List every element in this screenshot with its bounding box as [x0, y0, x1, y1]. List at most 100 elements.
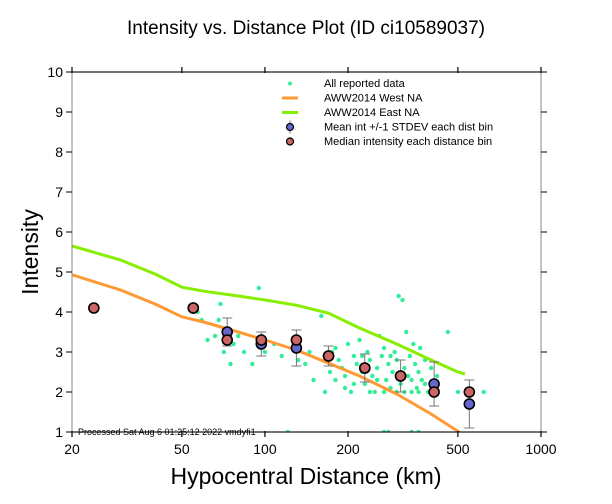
data-point	[351, 353, 357, 359]
data-point	[388, 353, 393, 359]
data-point	[402, 365, 407, 371]
data-point	[400, 297, 405, 303]
mean-point	[463, 398, 476, 410]
data-point	[416, 389, 421, 395]
legend-label: AWW2014 West NA	[324, 93, 423, 105]
data-point	[370, 373, 375, 379]
y-tick-label: 1	[55, 424, 63, 440]
data-point	[212, 333, 218, 339]
data-point	[386, 361, 391, 367]
data-point	[419, 377, 425, 383]
median-point	[463, 386, 476, 398]
data-point	[348, 389, 354, 395]
median-point	[290, 334, 303, 346]
data-point	[405, 373, 411, 379]
data-point	[374, 365, 380, 371]
data-point	[354, 361, 359, 367]
data-point	[481, 389, 486, 395]
y-tick-label: 4	[55, 304, 63, 320]
data-point	[407, 353, 413, 359]
data-point	[327, 369, 333, 375]
data-point	[218, 301, 223, 307]
y-tick-label: 3	[55, 344, 63, 360]
data-point	[231, 341, 236, 347]
x-tick-label: 500	[446, 441, 470, 457]
legend-label: Mean int +/-1 STDEV each dist bin	[324, 122, 493, 134]
data-point	[365, 349, 370, 355]
y-tick-label: 7	[55, 184, 63, 200]
x-tick-label: 20	[64, 441, 80, 457]
data-point	[357, 337, 362, 343]
data-point	[256, 285, 262, 291]
data-point	[409, 389, 414, 395]
y-tick-label: 2	[55, 384, 63, 400]
data-point	[241, 349, 247, 355]
data-point	[379, 353, 384, 359]
chart-title: Intensity vs. Distance Plot (ID ci105890…	[127, 18, 485, 39]
median-point	[394, 370, 407, 382]
x-axis-label: Hypocentral Distance (km)	[171, 463, 442, 489]
data-point	[414, 385, 420, 391]
data-point	[445, 329, 451, 335]
east-na-curve	[72, 244, 466, 376]
data-point	[359, 353, 365, 359]
data-point	[412, 361, 418, 367]
data-point	[372, 389, 378, 395]
legend-item: All reported data	[288, 78, 406, 90]
data-point	[428, 365, 434, 371]
data-point	[411, 341, 416, 347]
legend-label: AWW2014 East NA	[324, 107, 420, 119]
west-na-curve	[72, 273, 462, 432]
data-point	[250, 361, 255, 367]
legend-median-icon	[285, 137, 295, 146]
data-point	[216, 317, 221, 323]
processed-footnote: Processed Sat Aug 6 01:25:12 2022 vmdyfi…	[78, 427, 256, 437]
data-point	[336, 357, 341, 363]
data-point	[390, 369, 395, 375]
legend-item: AWW2014 West NA	[282, 93, 423, 105]
data-point	[422, 381, 428, 387]
data-point	[333, 345, 338, 351]
data-point	[205, 337, 210, 343]
legend: All reported data AWW2014 West NA AWW2014 …	[282, 78, 493, 148]
data-point	[409, 377, 414, 383]
legend-label: Median intensity each distance bin	[324, 136, 492, 148]
legend-dot-icon	[288, 81, 292, 86]
data-point	[279, 353, 284, 359]
data-point	[333, 377, 338, 383]
data-point	[396, 293, 401, 299]
data-point	[322, 389, 328, 395]
data-point	[351, 381, 357, 387]
y-tick-label: 10	[47, 64, 63, 80]
y-axis-label: Intensity	[17, 209, 43, 295]
data-point	[367, 389, 373, 395]
data-point	[228, 361, 233, 367]
data-point	[303, 361, 308, 367]
legend-item: Median intensity each distance bin	[285, 136, 492, 148]
data-point	[381, 345, 387, 351]
data-point	[455, 389, 461, 395]
y-tick-label: 5	[55, 264, 63, 280]
median-point	[322, 350, 335, 362]
plot-area	[72, 244, 486, 432]
data-point	[417, 345, 423, 351]
median-point	[221, 334, 234, 346]
legend-mean-icon	[285, 122, 295, 132]
legend-label: All reported data	[324, 78, 406, 90]
clipped-marks	[72, 244, 486, 432]
data-point	[345, 341, 351, 347]
data-point	[319, 313, 324, 319]
data-point	[381, 389, 387, 395]
data-point	[311, 377, 316, 383]
median-point	[428, 386, 440, 398]
data-point	[362, 381, 368, 387]
y-tick-label: 9	[55, 104, 63, 120]
data-point	[262, 349, 268, 355]
data-point	[342, 373, 348, 379]
data-point	[384, 377, 389, 383]
x-tick-label: 50	[174, 441, 190, 457]
data-point	[404, 329, 409, 335]
data-point	[235, 333, 241, 339]
median-point	[187, 302, 200, 314]
